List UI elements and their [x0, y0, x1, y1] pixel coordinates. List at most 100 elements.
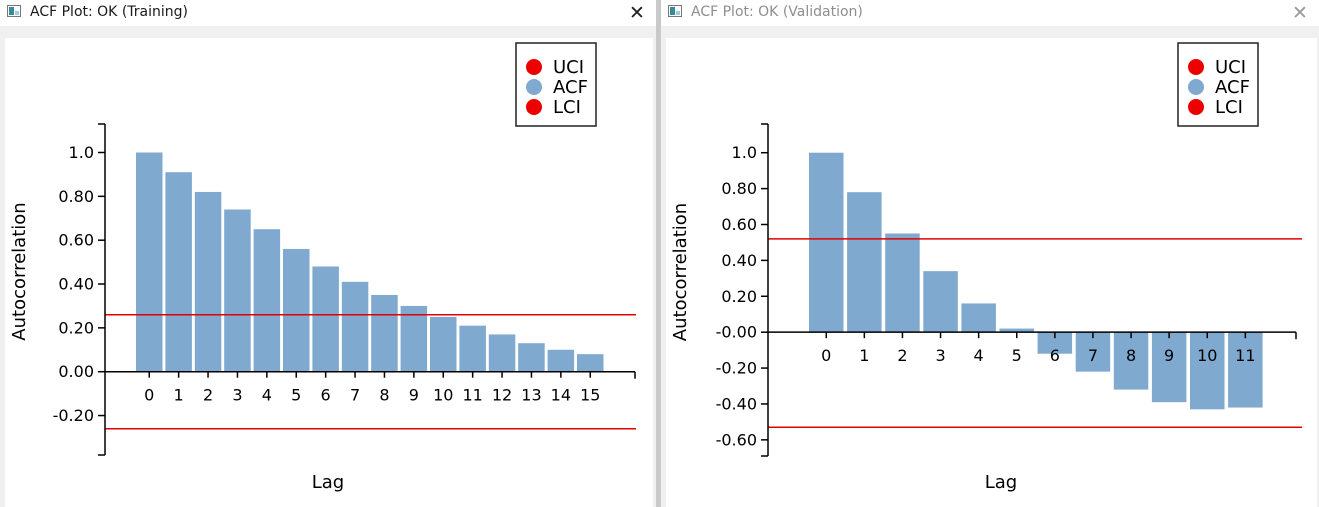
acf-bar [136, 152, 163, 372]
acf-bar [165, 172, 192, 372]
x-tick-label: 9 [409, 386, 419, 405]
plot-area: 1.0 0.80 0.60 0.40 0.20 -0.00 -0.20 -0.40 -0.60 0… [666, 38, 1317, 507]
legend-marker [526, 59, 542, 75]
legend-label: UCI [1215, 57, 1246, 78]
acf-bar [923, 271, 958, 333]
x-tick-label: 0 [821, 346, 831, 365]
y-tick-label: -0.40 [716, 394, 757, 413]
app-window-icon [668, 5, 682, 17]
y-tick-label: 0.80 [721, 179, 757, 198]
x-tick-label: 12 [492, 386, 512, 405]
x-tick-label: 11 [1235, 346, 1255, 365]
plot-area: 1.0 0.80 0.60 0.40 0.20 0.00 -0.20 0 1 2 3 4 5 6 7 8 9 10… [5, 38, 653, 507]
x-tick-label: 4 [262, 386, 272, 405]
y-tick-label: 0.20 [58, 318, 94, 337]
window-title: ACF Plot: OK (Validation) [691, 4, 863, 20]
y-tick-label: -0.60 [716, 430, 757, 449]
acf-chart: 1.0 0.80 0.60 0.40 0.20 -0.00 -0.20 -0.40 -0.60 0… [670, 42, 1302, 493]
legend-label: LCI [553, 97, 581, 118]
titlebar[interactable]: ACF Plot: OK (Validation) ✕ [661, 0, 1319, 26]
x-axis-title: Lag [985, 472, 1017, 493]
acf-bar [341, 281, 369, 372]
acf-bars [809, 152, 1263, 410]
x-tick-label: 9 [1164, 346, 1174, 365]
x-axis-title: Lag [312, 472, 344, 493]
x-tick-label: 8 [1126, 346, 1136, 365]
y-tick-label: 0.00 [58, 362, 94, 381]
acf-bar [253, 229, 281, 372]
window-title: ACF Plot: OK (Training) [30, 4, 188, 20]
acf-bar [961, 303, 996, 333]
acf-bar [488, 334, 516, 372]
acf-bar [459, 325, 486, 372]
close-button[interactable]: ✕ [1292, 2, 1308, 24]
acf-bar [1113, 332, 1149, 390]
acf-validation-window: ACF Plot: OK (Validation) ✕ 1.0 0.80 0.60 0… [661, 0, 1319, 507]
legend-marker [1188, 59, 1204, 75]
x-tick-label: 7 [1088, 346, 1098, 365]
acf-bar [847, 192, 882, 333]
y-tick-label: 0.40 [721, 251, 757, 270]
x-tick-label: 0 [144, 386, 154, 405]
x-tick-label: 7 [350, 386, 360, 405]
legend-label: LCI [1215, 97, 1243, 118]
acf-bar [312, 266, 339, 372]
acf-bar [547, 349, 575, 372]
legend-marker [1188, 99, 1204, 115]
y-tick-label: 0.60 [58, 231, 94, 250]
window-divider [656, 0, 661, 507]
acf-training-window: ACF Plot: OK (Training) ✕ 1.0 0.80 0.60 0.4… [0, 0, 656, 507]
app-window-icon [7, 5, 21, 17]
legend-label: ACF [1215, 77, 1250, 98]
x-tick-label: 11 [462, 386, 482, 405]
x-tick-label: 1 [174, 386, 184, 405]
x-tick-label: 5 [1012, 346, 1022, 365]
acf-bar [371, 294, 398, 372]
x-tick-label: 10 [433, 386, 453, 405]
acf-bar [1228, 332, 1263, 408]
y-tick-label: 1.0 [69, 143, 94, 162]
acf-bar [577, 354, 604, 372]
x-tick-label: 1 [859, 346, 869, 365]
y-tick-label: 1.0 [732, 143, 757, 162]
y-tick-label: -0.20 [53, 406, 94, 425]
acf-bars [136, 152, 604, 372]
y-tick-label: -0.00 [716, 323, 757, 342]
acf-bar [1037, 332, 1073, 354]
legend-marker [1188, 79, 1204, 95]
y-tick-label: 0.60 [721, 215, 757, 234]
x-tick-label: 13 [521, 386, 541, 405]
legend-label: UCI [553, 57, 584, 78]
y-tick-label: 0.80 [58, 187, 94, 206]
legend-marker [526, 99, 542, 115]
legend-label: ACF [553, 77, 588, 98]
x-tick-label: 10 [1197, 346, 1217, 365]
acf-bar [224, 209, 251, 372]
x-tick-label: 4 [974, 346, 984, 365]
acf-bar [1075, 332, 1111, 372]
x-tick-label: 8 [379, 386, 389, 405]
y-tick-label: 0.40 [58, 275, 94, 294]
legend-marker [526, 79, 542, 95]
titlebar[interactable]: ACF Plot: OK (Training) ✕ [0, 0, 656, 26]
acf-bar [283, 248, 310, 372]
x-tick-label: 3 [232, 386, 242, 405]
acf-bar [194, 191, 222, 372]
y-axis-title: Autocorrelation [670, 203, 691, 341]
x-tick-label: 14 [551, 386, 571, 405]
acf-bar [1190, 332, 1225, 410]
x-tick-label: 5 [291, 386, 301, 405]
acf-bar [1151, 332, 1187, 403]
acf-bar [518, 343, 545, 372]
acf-chart: 1.00.800.600.400.200.00-0.200 1 2 3 4 5 6 7 8 9 10… [9, 42, 636, 493]
x-tick-label: 6 [321, 386, 331, 405]
x-tick-label: 3 [935, 346, 945, 365]
y-axis-title: Autocorrelation [9, 202, 30, 340]
acf-bar [430, 316, 457, 372]
y-tick-label: -0.20 [716, 359, 757, 378]
acf-bar [999, 328, 1034, 333]
x-tick-label: 15 [580, 386, 600, 405]
y-tick-label: 0.20 [721, 287, 757, 306]
close-button[interactable]: ✕ [629, 2, 645, 24]
